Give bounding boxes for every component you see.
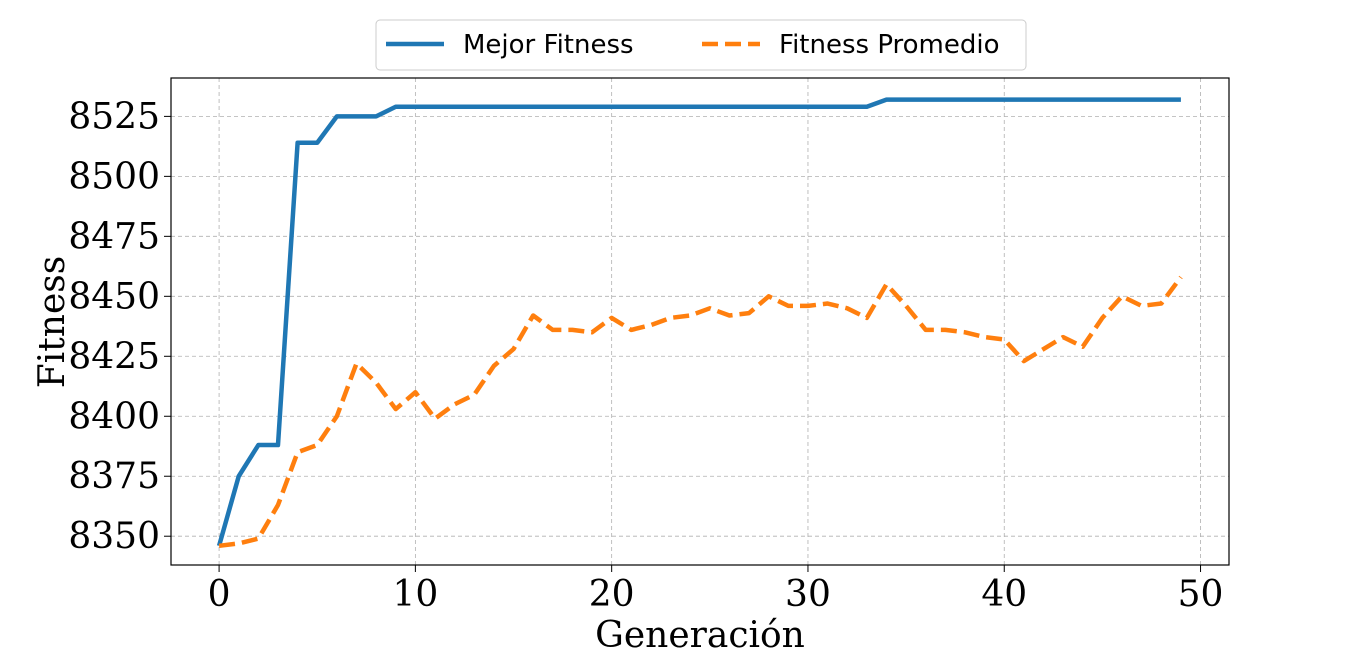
y-axis-label: Fitness <box>32 256 73 388</box>
plot-frame <box>170 77 1230 566</box>
legend: Mejor Fitness Fitness Promedio <box>375 19 1027 71</box>
x-tick-label: 20 <box>589 574 635 615</box>
x-tick-label: 30 <box>785 574 831 615</box>
legend-box <box>375 19 1027 71</box>
y-tick-label: 8450 <box>68 276 160 317</box>
legend-label-mejor-fitness: Mejor Fitness <box>463 30 634 60</box>
series-line-mejor-fitness <box>216 97 1181 547</box>
y-tick-label: 8350 <box>68 516 160 557</box>
y-tick-label: 8525 <box>68 96 160 137</box>
series-layer <box>216 97 1183 549</box>
x-axis-label: Generación <box>595 615 805 655</box>
axis-ticks: 0 10 20 30 40 50 8350 8375 8400 8425 8450 8475 8500 8… <box>68 96 1223 615</box>
y-tick-label: 8400 <box>68 396 160 437</box>
x-tick-label: 0 <box>208 574 231 615</box>
x-tick-label: 10 <box>392 574 438 615</box>
x-tick-label: 50 <box>1178 574 1224 615</box>
x-tick-label: 40 <box>981 574 1027 615</box>
y-tick-label: 8375 <box>68 456 160 497</box>
grid-lines <box>171 78 1229 565</box>
y-tick-label: 8425 <box>68 336 160 377</box>
series-line-fitness-promedio <box>218 275 1183 549</box>
y-tick-label: 8475 <box>68 216 160 257</box>
legend-label-fitness-promedio: Fitness Promedio <box>779 30 1000 60</box>
y-tick-label: 8500 <box>68 156 160 197</box>
